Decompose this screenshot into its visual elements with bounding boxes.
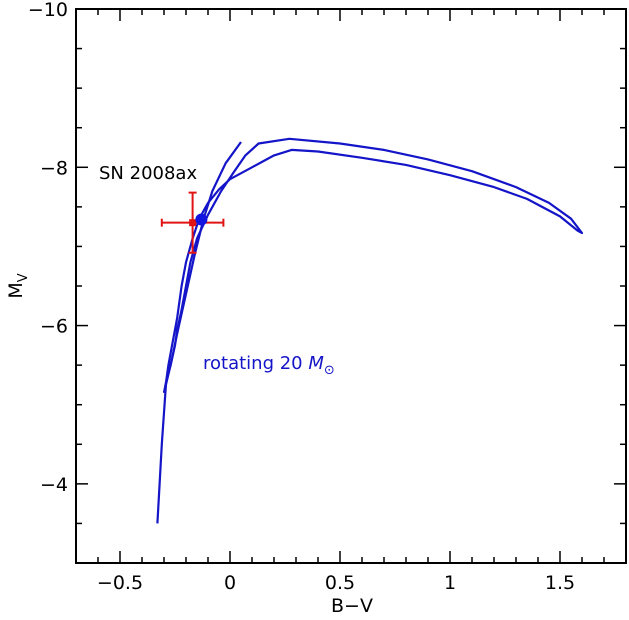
sn-label: SN 2008ax: [99, 163, 197, 184]
plot-frame: [75, 8, 627, 564]
y-tick-label: −8: [40, 157, 68, 179]
track-line: [156, 137, 584, 524]
track-line: [162, 141, 242, 394]
x-axis-label: B−V: [331, 595, 373, 617]
svg-text:MV: MV: [5, 273, 31, 298]
evolutionary-tracks: [156, 137, 584, 524]
x-tick-label: 1: [444, 572, 456, 594]
y-tick-label: −10: [28, 0, 68, 21]
observation-point: [189, 219, 197, 227]
y-axis-label-sub: V: [16, 273, 31, 282]
track-label-text: rotating 20: [203, 353, 308, 374]
x-tick-label: 1.5: [545, 572, 575, 594]
y-tick-label: −4: [40, 474, 68, 496]
track-label-sun: ⊙: [324, 363, 335, 378]
x-tick-label: −0.5: [97, 572, 143, 594]
x-tick-label: 0: [224, 572, 236, 594]
y-tick-label: −6: [40, 316, 68, 338]
x-tick-label: 0.5: [325, 572, 355, 594]
axis-tick-labels: −0.5 0 0.5 1 1.5 −4 −6 −8 −10: [28, 0, 575, 594]
y-axis-label: MV: [5, 273, 31, 298]
observation-marker: [160, 191, 225, 254]
track-label: rotating 20 M⊙: [203, 353, 335, 378]
axis-ticks: [76, 9, 626, 563]
y-axis-label-main: M: [5, 282, 27, 298]
model-point: [195, 213, 208, 226]
track-label-mass: M: [308, 353, 324, 374]
